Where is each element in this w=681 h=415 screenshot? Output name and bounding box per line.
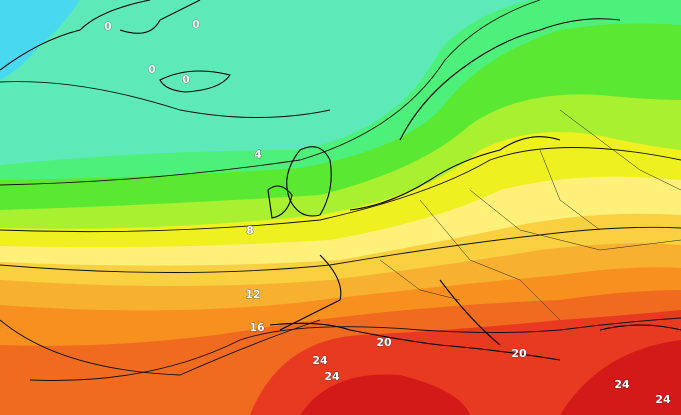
borders	[379, 109, 681, 321]
contour-label: 12	[245, 288, 260, 301]
contour-label: 8	[246, 224, 254, 237]
contour-label: 16	[249, 321, 265, 334]
contour-label: 24	[312, 354, 328, 367]
contour-label: 24	[324, 370, 340, 383]
contour-label: 24	[614, 378, 630, 391]
contour-labels: 0 0 0 0 4 8 12 16 20 20 24 24 24 24	[104, 18, 671, 407]
isotherms	[0, 0, 681, 381]
contour-label: 20	[511, 347, 527, 360]
contour-label: 0	[192, 18, 200, 31]
contour-label: 4	[254, 148, 262, 161]
contour-label: 0	[182, 73, 190, 86]
contour-label: 24	[655, 393, 671, 406]
coastlines	[0, 0, 681, 361]
contour-label: 0	[148, 63, 156, 76]
contour-label: 0	[104, 20, 112, 33]
contour-label: 20	[376, 336, 392, 349]
